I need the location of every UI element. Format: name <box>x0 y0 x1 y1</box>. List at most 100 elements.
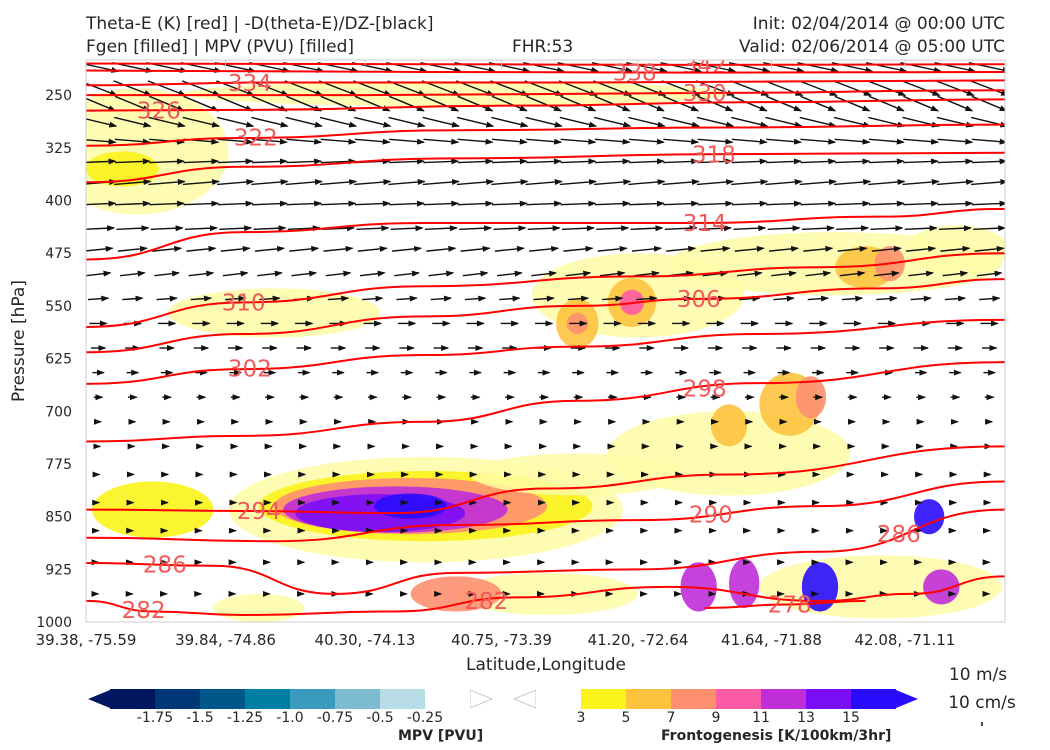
wind-vector <box>423 138 460 145</box>
wind-vector <box>662 116 700 128</box>
colorbar-tick-label: 11 <box>752 710 770 726</box>
wind-vector <box>970 80 1005 96</box>
wind-vector <box>457 158 494 165</box>
wind-vector <box>531 270 557 277</box>
wind-vector <box>697 200 734 207</box>
wind-vector <box>805 270 832 277</box>
wind-vector <box>149 200 186 207</box>
wind-vector <box>971 138 1005 145</box>
colorbar-tick-label: 3 <box>576 710 586 726</box>
wind-vector <box>527 225 561 232</box>
wind-vector <box>216 116 255 128</box>
wind-vector <box>971 158 1005 165</box>
wind-vector <box>800 138 837 145</box>
wind-vector <box>974 245 1005 252</box>
fgen-blob <box>410 576 502 612</box>
wind-vector <box>254 245 285 252</box>
wind-vector <box>871 245 902 252</box>
wind-vector <box>936 179 975 186</box>
wind-vector <box>834 95 871 112</box>
wind-vector <box>525 179 563 186</box>
theta-e-contour-318 <box>86 151 1005 184</box>
theta-e-label: 278 <box>768 592 812 618</box>
wind-vector <box>217 95 254 112</box>
wind-vector <box>423 158 460 165</box>
wind-vector <box>904 225 938 232</box>
wind-vector <box>559 179 598 186</box>
colorbar-segment <box>245 689 290 709</box>
wind-vector <box>976 270 1003 277</box>
wind-vector <box>257 270 283 277</box>
wind-vector <box>868 200 905 207</box>
wind-vector <box>525 116 563 128</box>
wind-vector <box>86 245 114 252</box>
wind-vector <box>940 245 971 252</box>
wind-vector <box>973 225 1005 232</box>
wind-vector <box>457 95 494 112</box>
wind-vector <box>837 245 868 252</box>
wind-vector <box>868 179 906 186</box>
wind-vector <box>631 245 662 252</box>
colorbar-tick-label: 5 <box>621 710 631 726</box>
wind-vector <box>354 179 392 186</box>
colorbar-tick-label: 7 <box>666 710 676 726</box>
wind-vector <box>769 245 800 252</box>
theta-e-contour-282 <box>86 575 1005 616</box>
wind-vector <box>599 270 626 277</box>
wind-vector <box>526 158 563 165</box>
colorbar-segment <box>671 689 716 709</box>
wind-vector <box>630 225 664 232</box>
wind-vector <box>394 270 420 277</box>
wind-vector <box>253 225 287 232</box>
wind-vector <box>286 158 323 165</box>
colorbar-segment <box>110 689 155 709</box>
wind-vector <box>327 295 350 302</box>
wind-vector <box>389 138 425 145</box>
theta-e-label: 318 <box>692 142 736 168</box>
wind-vector <box>594 179 632 186</box>
wind-vector <box>291 270 318 277</box>
fgen-blob <box>167 288 381 338</box>
wind-vector <box>396 295 418 302</box>
colorbar-tick-label: 15 <box>842 710 860 726</box>
wind-vector <box>533 295 555 302</box>
mpv-colorbar <box>110 689 470 709</box>
y-tick-label: 400 <box>45 194 72 210</box>
fgen-blob <box>801 562 839 612</box>
wind-vector <box>937 138 974 145</box>
wind-vector <box>561 225 595 232</box>
wind-vector <box>426 245 457 252</box>
wind-vector <box>663 200 700 207</box>
wind-vector <box>86 270 112 277</box>
forecast-hour: FHR:53 <box>512 37 574 57</box>
wind-vector <box>938 225 972 232</box>
wind-vector <box>876 295 898 302</box>
wind-vector <box>289 245 320 252</box>
wind-vector <box>731 200 768 207</box>
y-tick-label: 325 <box>45 141 72 157</box>
wind-vector <box>388 95 425 112</box>
wind-vector <box>356 225 390 232</box>
wind-vector <box>86 200 117 207</box>
wind-vector <box>422 179 460 186</box>
x-tick-label: 41.64, -71.88 <box>721 631 822 649</box>
fgen-blob <box>374 493 447 519</box>
wind-vector <box>731 138 768 145</box>
wind-vector <box>766 200 802 207</box>
y-tick-label: 625 <box>45 352 72 368</box>
wind-vector <box>834 158 871 165</box>
wind-vector <box>251 95 288 112</box>
wind-vector <box>870 225 904 232</box>
wind-vector <box>594 95 631 112</box>
wind-vector <box>731 158 768 165</box>
wind-vector <box>183 200 220 207</box>
valid-time: Valid: 02/06/2014 @ 05:00 UTC <box>739 37 1005 57</box>
wind-vector <box>354 138 391 145</box>
wind-vector <box>152 245 183 252</box>
theta-e-label: 298 <box>683 376 727 402</box>
theta-e-label: 334 <box>228 71 272 97</box>
wind-vectors <box>86 61 1005 597</box>
wind-vector <box>319 116 358 128</box>
wind-vector <box>766 138 802 145</box>
wind-vector <box>697 158 734 165</box>
